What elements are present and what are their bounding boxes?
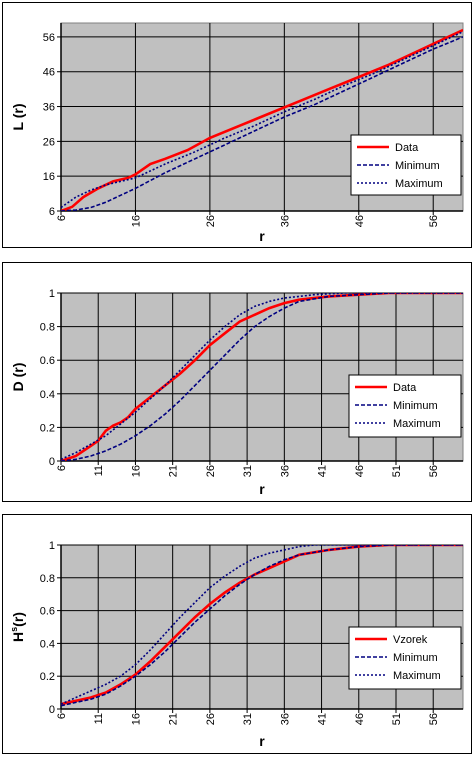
y-axis-label-main: H (10, 632, 26, 642)
x-tick-label: 46 (354, 215, 366, 227)
x-tick-label: 26 (205, 713, 217, 725)
x-tick-label: 46 (354, 465, 366, 477)
chart-panel-2: 0 0.2 0.4 0.6 0.8 1 6 11 16 21 26 31 36 41 46 51 56 D (r)… (2, 262, 472, 502)
y-tick-label: 0.4 (40, 389, 55, 401)
legend-label-maximum: Maximum (393, 670, 441, 682)
x-tick-label: 26 (205, 215, 217, 227)
legend-label-data: Data (393, 382, 417, 394)
legend-box (348, 626, 462, 690)
x-axis-label: r (259, 481, 265, 497)
legend-label-data: Data (395, 142, 419, 154)
legend-label-minimum: Minimum (393, 652, 438, 664)
chart-panel-1: 6 16 26 36 46 56 6 16 26 36 46 56 L (r) r Data Minimum M… (2, 2, 472, 248)
series-line-maximum (61, 293, 463, 461)
x-tick-label: 31 (242, 713, 254, 725)
y-axis-label-sup: s (9, 627, 19, 632)
x-tick-label: 6 (56, 713, 68, 719)
x-tick-label: 31 (242, 465, 254, 477)
y-tick-label: 0.8 (40, 573, 55, 585)
series-line-minimum (61, 293, 463, 461)
x-tick-label: 36 (279, 465, 291, 477)
x-tick-label: 56 (428, 215, 440, 227)
y-tick-label: 6 (49, 206, 55, 218)
series-line-maximum (61, 545, 463, 705)
x-tick-label: 26 (205, 465, 217, 477)
y-tick-label: 16 (43, 171, 55, 183)
x-tick-label: 21 (168, 465, 180, 477)
y-tick-label: 0 (49, 704, 55, 716)
series-line-data (61, 293, 463, 461)
legend-label-minimum: Minimum (395, 160, 440, 172)
chart-d-r: 00.20.40.60.816 11 16 21 26 31 36 41 46 51 56D (r)… (10, 288, 464, 497)
y-tick-label: 56 (43, 32, 55, 44)
series-line-minimum (61, 545, 463, 707)
y-axis-label-suffix: (r) (10, 612, 26, 627)
y-tick-label: 0.6 (40, 606, 55, 618)
y-tick-label: 0.6 (40, 355, 55, 367)
x-tick-label: 6 (56, 465, 68, 471)
y-axis-label: Hs(r) (9, 612, 26, 642)
y-axis-label: D (r) (10, 363, 26, 392)
x-axis-label: r (259, 733, 265, 749)
legend-label-maximum: Maximum (393, 418, 441, 430)
x-tick-label: 56 (428, 713, 440, 725)
x-tick-label: 11 (93, 713, 105, 724)
legend-box (348, 374, 462, 438)
x-tick-label: 41 (317, 713, 329, 725)
x-tick-label: 51 (391, 713, 403, 725)
y-tick-label: 1 (49, 540, 55, 552)
x-tick-label: 16 (130, 713, 142, 725)
x-tick-label: 16 (130, 465, 142, 477)
x-tick-label: 46 (354, 713, 366, 725)
y-tick-label: 0.2 (40, 422, 55, 434)
y-tick-label: 0 (49, 456, 55, 468)
y-tick-label: 1 (49, 288, 55, 300)
y-tick-label: 0.2 (40, 671, 55, 683)
x-tick-label: 6 (56, 215, 68, 221)
y-tick-label: 0.4 (40, 638, 55, 650)
y-axis-label: L (r) (10, 104, 26, 131)
x-tick-label: 56 (428, 465, 440, 477)
y-tick-label: 36 (43, 102, 55, 114)
legend-label-maximum: Maximum (395, 178, 443, 190)
x-tick-label: 16 (130, 215, 142, 227)
x-tick-label: 36 (279, 215, 291, 227)
legend-label-minimum: Minimum (393, 400, 438, 412)
x-tick-label: 51 (391, 465, 403, 477)
x-tick-label: 36 (279, 713, 291, 725)
chart-hs-r: 00.20.40.60.816 11 16 21 26 31 36 41 46 51 56Hs(r)… (9, 540, 464, 749)
x-tick-label: 41 (317, 465, 329, 477)
x-axis-label: r (259, 228, 265, 244)
x-tick-label: 11 (93, 465, 105, 476)
y-tick-label: 46 (43, 67, 55, 79)
y-tick-label: 0.8 (40, 322, 55, 334)
legend-label-vzorek: Vzorek (393, 634, 428, 646)
chart-l-r: 6 16 26 36 46 56 6 16 26 36 46 56 L (r) r Data Minimum M… (10, 22, 464, 244)
x-tick-label: 21 (168, 713, 180, 725)
chart-panel-3: 0 0.2 0.4 0.6 0.8 1 6 11 16 21 26 31 36 41 46 51 56 Hs(r)… (2, 514, 472, 754)
y-tick-label: 26 (43, 136, 55, 148)
